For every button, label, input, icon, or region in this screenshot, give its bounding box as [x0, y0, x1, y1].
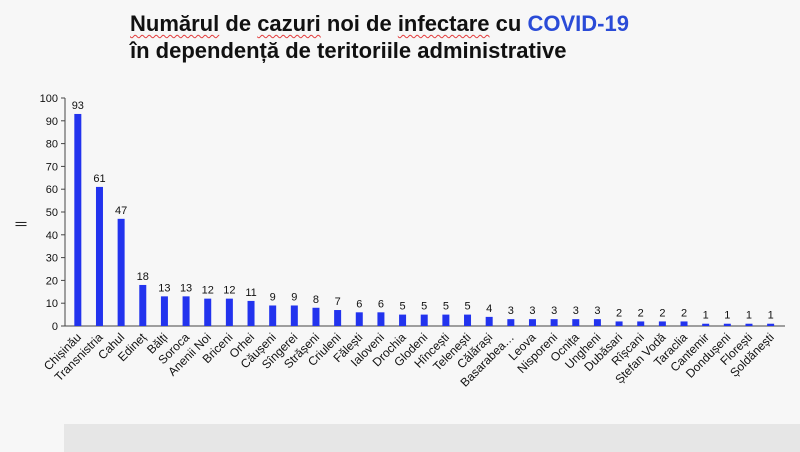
- data-label: 61: [93, 173, 105, 185]
- bar: [247, 300, 255, 326]
- bar: [528, 319, 536, 326]
- data-label: 93: [72, 100, 84, 112]
- bar: [680, 321, 688, 326]
- y-tick-label: 0: [52, 321, 58, 333]
- y-tick-label: 90: [46, 116, 58, 128]
- bar: [723, 323, 731, 326]
- data-label: 3: [573, 305, 579, 317]
- data-label: 12: [223, 285, 235, 297]
- data-label: 2: [659, 307, 665, 319]
- bar: [355, 312, 363, 326]
- data-label: 5: [443, 301, 449, 313]
- bar: [269, 305, 277, 326]
- bar: [615, 321, 623, 326]
- bar: [637, 321, 645, 326]
- data-label: 3: [529, 305, 535, 317]
- data-label: 9: [270, 291, 276, 303]
- bar: [334, 310, 342, 326]
- title-word-2: de: [225, 11, 252, 36]
- data-label: 6: [378, 298, 384, 310]
- title-word-3: cazuri: [257, 11, 321, 36]
- bar: [377, 312, 385, 326]
- chart-title: Numărul de cazuri noi de infectare cu CO…: [130, 10, 629, 64]
- bar: [290, 305, 298, 326]
- bar: [399, 314, 407, 326]
- data-label: 5: [464, 301, 470, 313]
- bar: [74, 113, 82, 327]
- bar: [507, 319, 515, 326]
- bar: [117, 218, 125, 326]
- data-label: 9: [291, 291, 297, 303]
- y-tick-label: 20: [46, 275, 58, 287]
- bar: [95, 186, 103, 326]
- data-label: 5: [421, 301, 427, 313]
- bar: [160, 296, 168, 326]
- bar: [767, 323, 775, 326]
- bar: [593, 319, 601, 326]
- title-word-4: noi de: [326, 11, 392, 36]
- title-line-1: Numărul de cazuri noi de infectare cu CO…: [130, 10, 629, 37]
- data-label: 47: [115, 205, 127, 217]
- data-label: 13: [180, 282, 192, 294]
- y-tick-label: 60: [46, 184, 58, 196]
- title-word-6: cu: [495, 11, 522, 36]
- title-word-5: infectare: [397, 11, 490, 36]
- data-label: 6: [356, 298, 362, 310]
- bar: [139, 284, 147, 326]
- title-word-1: Numărul: [130, 11, 220, 36]
- bar: [572, 319, 580, 326]
- bar: [182, 296, 190, 326]
- data-label: 13: [158, 282, 170, 294]
- data-label: 7: [335, 296, 341, 308]
- bar: [225, 298, 233, 326]
- bottom-strip: [64, 424, 800, 452]
- data-label: 1: [703, 310, 709, 322]
- bars: [74, 113, 775, 327]
- y-tick-label: 30: [46, 253, 58, 265]
- data-label: 8: [313, 294, 319, 306]
- data-label: 2: [638, 307, 644, 319]
- title-line-2: în dependență de teritoriile administrat…: [130, 38, 567, 63]
- bar: [485, 316, 493, 326]
- title-highlight: COVID-19: [527, 11, 629, 36]
- data-label: 3: [594, 305, 600, 317]
- data-label: 3: [508, 305, 514, 317]
- data-label: 1: [724, 310, 730, 322]
- bar: [312, 307, 320, 326]
- data-label: 2: [681, 307, 687, 319]
- bar: [745, 323, 753, 326]
- y-tick-label: 10: [46, 298, 58, 310]
- y-tick-label: 100: [40, 93, 58, 105]
- y-axis-label: ||: [13, 221, 27, 227]
- bar: [464, 314, 472, 326]
- bar: [420, 314, 428, 326]
- bar: [442, 314, 450, 326]
- data-label: 2: [616, 307, 622, 319]
- y-tick-label: 40: [46, 230, 58, 242]
- bar: [702, 323, 710, 326]
- data-label: 12: [202, 285, 214, 297]
- data-label: 1: [746, 310, 752, 322]
- category-labels: ChișinăuTransnistriaCahulEdinețBălțiSoro…: [41, 330, 777, 390]
- bar: [550, 319, 558, 326]
- y-tick-label: 70: [46, 161, 58, 173]
- y-tick-label: 80: [46, 139, 58, 151]
- data-label: 3: [551, 305, 557, 317]
- data-label: 4: [486, 303, 492, 315]
- data-label: 11: [245, 287, 256, 299]
- bar: [204, 298, 212, 326]
- data-label: 18: [137, 271, 149, 283]
- y-axis: 0 10 20 30 40 50 60 70 80 90 100: [40, 93, 785, 333]
- data-label: 5: [400, 301, 406, 313]
- y-tick-label: 50: [46, 207, 58, 219]
- data-label: 1: [768, 310, 774, 322]
- bar: [658, 321, 666, 326]
